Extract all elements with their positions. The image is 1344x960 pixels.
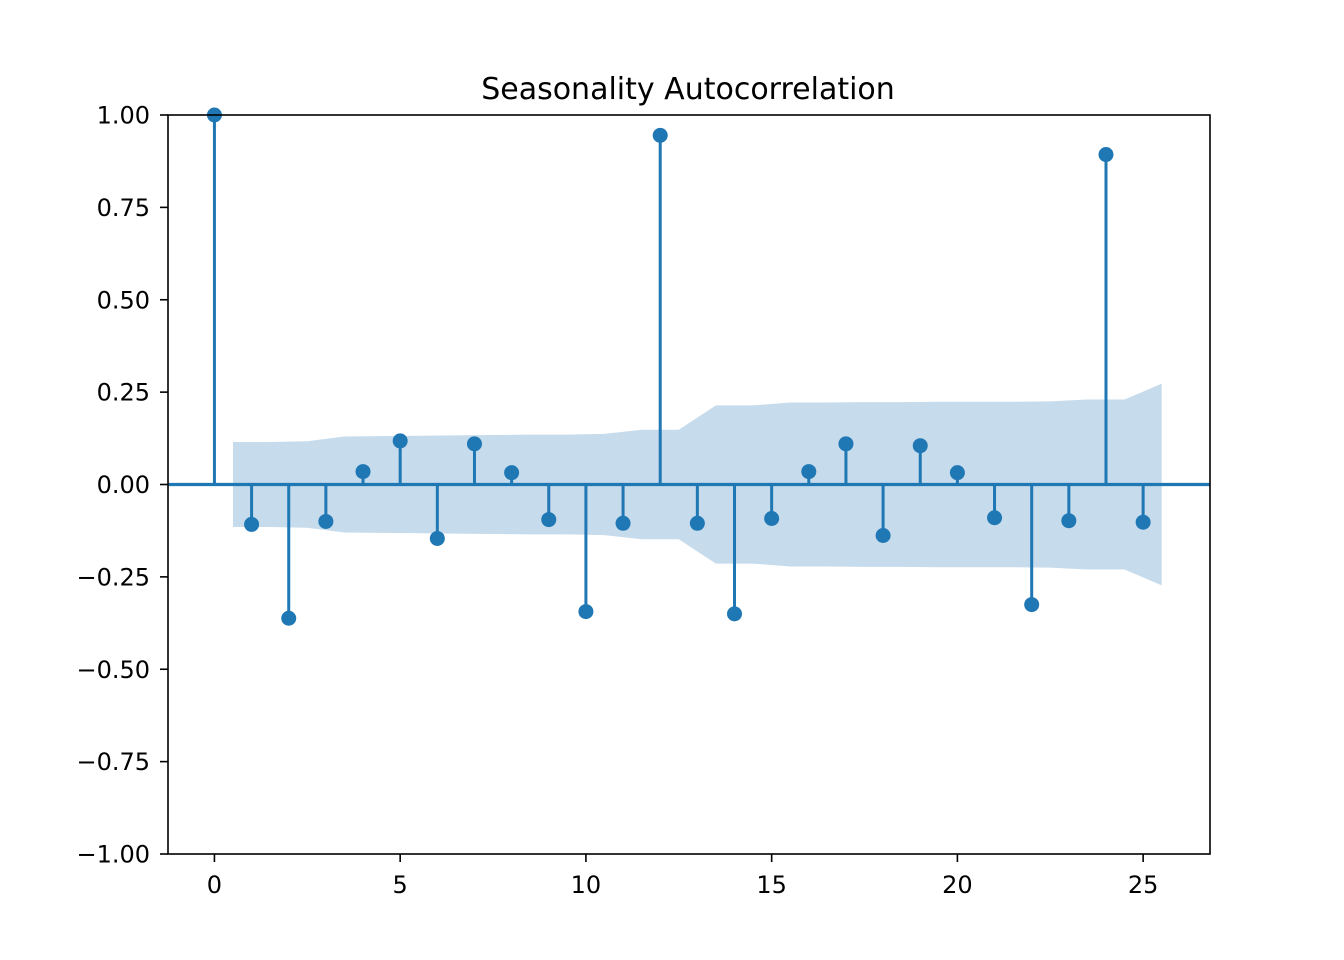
x-tick-label: 20 (942, 871, 973, 899)
axes: 0 5 10 15 20 25 1.00 0.75 0.50 0.25 0.00 −0.25 −0.50… (76, 102, 1211, 899)
acf-marker (1061, 513, 1077, 529)
acf-marker (1135, 514, 1151, 530)
y-tick-label: 1.00 (97, 102, 150, 130)
acf-marker (689, 515, 705, 531)
acf-marker (466, 436, 482, 452)
y-tick-label: −0.25 (76, 563, 150, 591)
y-tick-label: −1.00 (76, 841, 150, 869)
acf-marker (875, 527, 891, 543)
x-tick-label: 15 (756, 871, 787, 899)
acf-marker (1098, 147, 1114, 163)
y-tick-label: 0.00 (97, 471, 150, 499)
y-tick-label: 0.75 (97, 194, 150, 222)
acf-marker (615, 515, 631, 531)
plot-area (168, 107, 1210, 626)
acf-marker (727, 606, 743, 622)
acf-marker (504, 465, 520, 481)
x-tick-label: 0 (207, 871, 222, 899)
acf-marker (392, 433, 408, 449)
y-tick-label: −0.75 (76, 748, 150, 776)
x-tick-label: 10 (571, 871, 602, 899)
chart-title: Seasonality Autocorrelation (481, 72, 895, 107)
acf-marker (764, 510, 780, 526)
x-tick-label: 25 (1128, 871, 1159, 899)
y-tick-label: 0.50 (97, 286, 150, 314)
acf-marker (318, 513, 334, 529)
acf-marker (1024, 597, 1040, 613)
acf-marker (355, 464, 371, 480)
acf-marker (652, 127, 668, 143)
acf-marker (244, 516, 260, 532)
acf-marker (578, 604, 594, 620)
acf-marker (987, 510, 1003, 526)
acf-marker (912, 438, 928, 454)
x-tick-label: 5 (393, 871, 408, 899)
y-tick-label: −0.50 (76, 656, 150, 684)
acf-marker (541, 512, 557, 528)
acf-marker (949, 465, 965, 481)
y-tick-label: 0.25 (97, 379, 150, 407)
acf-marker (801, 464, 817, 480)
acf-marker (281, 610, 297, 626)
acf-marker (838, 436, 854, 452)
acf-marker (429, 530, 445, 546)
